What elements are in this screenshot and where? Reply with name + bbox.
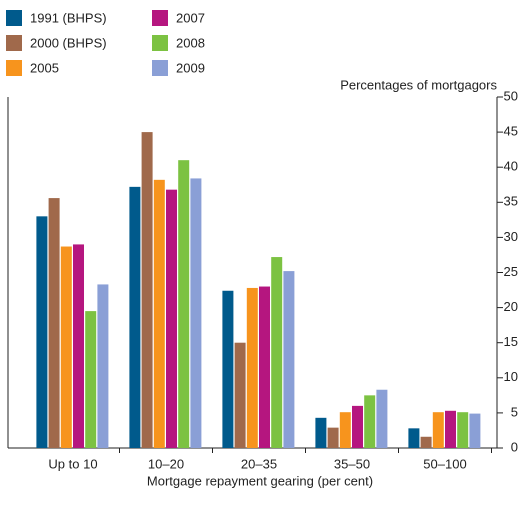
bar xyxy=(432,412,444,448)
y-tick-label: 10 xyxy=(504,369,518,384)
y-tick-label: 5 xyxy=(511,404,518,419)
legend-label: 1991 (BHPS) xyxy=(30,10,107,25)
legend-label: 2000 (BHPS) xyxy=(30,35,107,50)
bar xyxy=(246,287,258,448)
y-tick-label: 20 xyxy=(504,299,518,314)
y-axis-title: Percentages of mortgagors xyxy=(340,77,497,92)
legend-swatch xyxy=(152,35,168,51)
bar xyxy=(352,405,363,448)
y-tick-label: 35 xyxy=(504,194,518,209)
y-tick-label: 25 xyxy=(504,264,518,279)
y-tick-label: 0 xyxy=(511,439,518,454)
y-tick-label: 15 xyxy=(504,334,518,349)
legend-label: 2008 xyxy=(176,35,205,50)
legend-label: 2007 xyxy=(176,10,205,25)
bar xyxy=(259,286,270,448)
bar xyxy=(364,395,376,448)
legend-swatch xyxy=(6,35,22,51)
bar xyxy=(222,290,234,448)
x-tick-label: 20–35 xyxy=(241,456,277,471)
bar xyxy=(178,160,190,448)
bar xyxy=(97,284,109,448)
bar xyxy=(283,271,295,448)
bar xyxy=(315,417,327,448)
legend-label: 2005 xyxy=(30,60,59,75)
bar xyxy=(445,410,456,448)
y-tick-label: 50 xyxy=(504,88,518,103)
bar xyxy=(190,178,202,448)
legend-label: 2009 xyxy=(176,60,205,75)
y-tick-label: 40 xyxy=(504,159,518,174)
x-tick-label: 35–50 xyxy=(334,456,370,471)
bar xyxy=(327,427,339,448)
bar xyxy=(141,132,153,448)
y-tick-label: 30 xyxy=(504,229,518,244)
bar xyxy=(85,311,97,448)
bar xyxy=(376,389,388,448)
bar xyxy=(129,186,141,448)
bar xyxy=(36,216,48,448)
bar xyxy=(271,257,283,448)
bar xyxy=(469,413,481,448)
x-tick-label: 10–20 xyxy=(148,456,184,471)
x-axis-title: Mortgage repayment gearing (per cent) xyxy=(147,473,373,488)
bar xyxy=(457,412,469,448)
bar xyxy=(420,436,432,448)
legend-swatch xyxy=(6,60,22,76)
bar xyxy=(166,189,177,448)
bar xyxy=(73,244,84,448)
x-tick-label: Up to 10 xyxy=(48,456,97,471)
legend-swatch xyxy=(152,60,168,76)
bar xyxy=(408,428,420,448)
bar xyxy=(153,179,165,448)
legend-swatch xyxy=(6,10,22,26)
legend-swatch xyxy=(152,10,168,26)
y-tick-label: 45 xyxy=(504,124,518,139)
bar xyxy=(234,342,246,448)
bar xyxy=(60,246,72,448)
x-tick-label: 50–100 xyxy=(423,456,466,471)
bar xyxy=(48,198,60,448)
bar xyxy=(339,412,351,448)
